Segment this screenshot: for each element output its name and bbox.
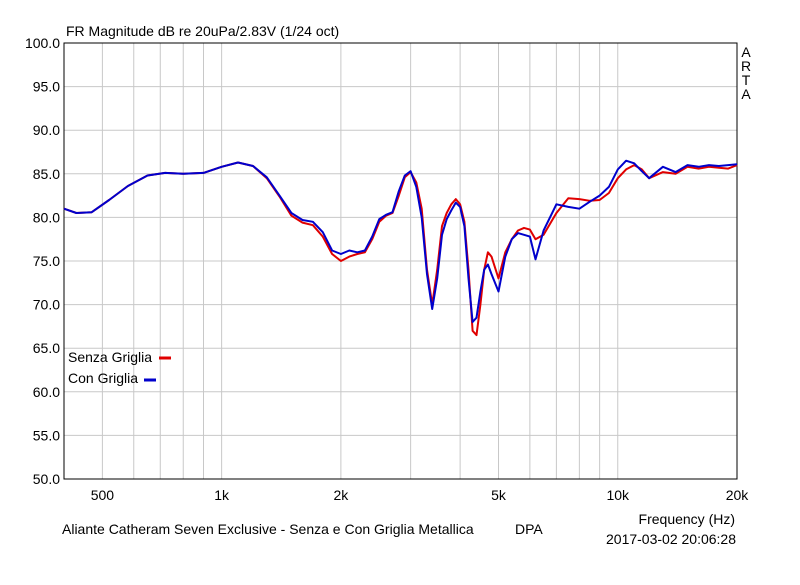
grid [64,42,737,480]
footer-timestamp: 2017-03-02 20:06:28 [606,531,736,547]
x-tick-labels: 500 1k 2k 5k 10k 20k [91,487,750,503]
series-line-con-griglia [63,159,738,323]
watermark-letter-1: R [741,58,751,74]
y-tick-labels: 100.0 95.0 90.0 85.0 80.0 75.0 70.0 65.0 60.0 55.… [25,35,60,487]
y-tick-label-6: 70.0 [33,297,60,313]
y-tick-label-2: 90.0 [33,122,60,138]
x-axis-label: Frequency (Hz) [639,511,735,527]
y-tick-label-4: 80.0 [33,209,60,225]
y-tick-label-8: 60.0 [33,384,60,400]
watermark-letter-3: A [741,86,751,102]
plot-frame [63,42,738,480]
y-tick-label-7: 65.0 [33,340,60,356]
legend: Senza Griglia Con Griglia [68,349,171,386]
y-tick-label-10: 50.0 [33,471,60,487]
y-tick-label-1: 95.0 [33,79,60,95]
x-tick-label-2k: 2k [333,487,349,503]
y-tick-label-0: 100.0 [25,35,60,51]
watermark-letter-0: A [741,44,751,60]
series-group [63,159,738,337]
footer-description: Aliante Catheram Seven Exclusive - Senza… [62,521,474,537]
x-tick-label-20k: 20k [726,487,750,503]
x-tick-label-10k: 10k [606,487,630,503]
y-tick-label-9: 55.0 [33,427,60,443]
x-tick-label-1k: 1k [214,487,230,503]
watermark-letter-2: T [742,72,751,88]
legend-label-senza-griglia: Senza Griglia [68,349,152,365]
footer-dpa: DPA [515,521,543,537]
chart-title: FR Magnitude dB re 20uPa/2.83V (1/24 oct… [66,23,339,39]
y-tick-label-3: 85.0 [33,166,60,182]
y-tick-label-5: 75.0 [33,253,60,269]
legend-label-con-griglia: Con Griglia [68,370,138,386]
x-tick-label-5k: 5k [491,487,507,503]
x-tick-label-500: 500 [91,487,115,503]
